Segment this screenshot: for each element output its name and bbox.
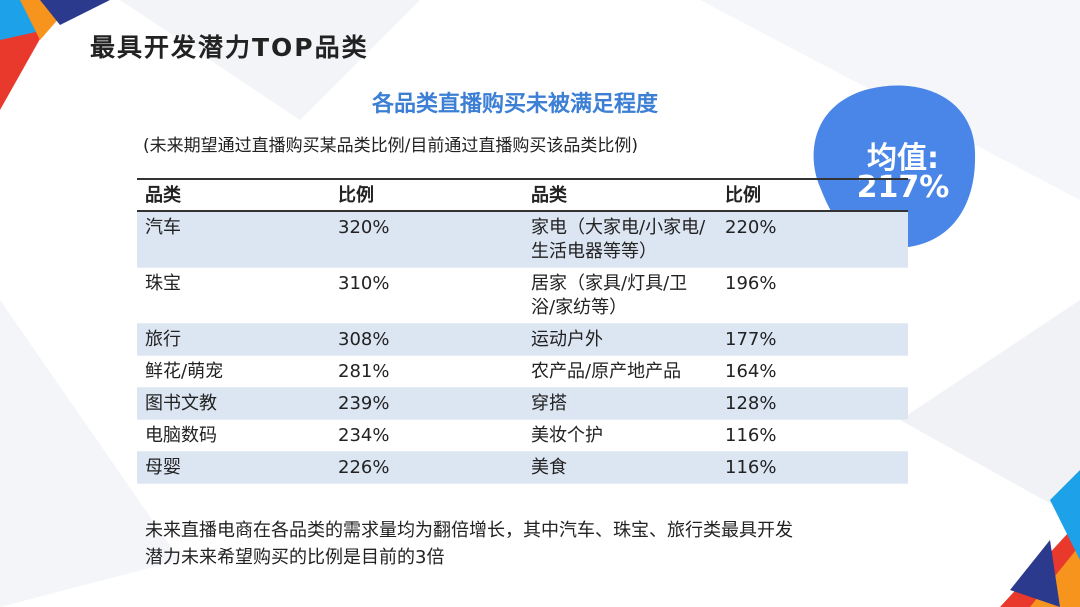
table-cell: 116% bbox=[725, 457, 777, 478]
table-row: 电脑数码 234% 美妆个护 116% bbox=[137, 420, 908, 452]
table-cell: 美食 bbox=[531, 457, 567, 478]
table-cell: 164% bbox=[725, 361, 777, 382]
table-cell: 家电（大家电/小家电/生活电器等等） bbox=[531, 217, 706, 262]
header-cell: 比例 bbox=[725, 185, 761, 206]
badge-shape bbox=[813, 85, 976, 249]
table-cell: 196% bbox=[725, 273, 777, 294]
table-cell: 226% bbox=[338, 457, 390, 478]
badge-label: 均值: bbox=[867, 141, 939, 176]
table-cell: 美妆个护 bbox=[531, 425, 603, 446]
badge-value: 217% bbox=[856, 170, 950, 205]
table-note: (未来期望通过直播购买某品类比例/目前通过直播购买该品类比例) bbox=[143, 136, 638, 156]
table-cell: 汽车 bbox=[145, 217, 181, 238]
table-cell: 320% bbox=[338, 217, 390, 238]
table-cell: 220% bbox=[725, 217, 777, 238]
table-row: 鲜花/萌宠 281% 农产品/原产地产品 164% bbox=[137, 356, 908, 388]
table-cell: 珠宝 bbox=[145, 273, 181, 294]
header-cell: 品类 bbox=[531, 185, 567, 206]
slide-title: 最具开发潜力TOP品类 bbox=[90, 33, 369, 62]
header-cell: 品类 bbox=[145, 185, 181, 206]
table-cell: 农产品/原产地产品 bbox=[531, 361, 682, 382]
table-cell: 居家（家具/灯具/卫浴/家纺等） bbox=[531, 273, 688, 318]
footer-line: 潜力未来希望购买的比例是目前的3倍 bbox=[145, 547, 445, 568]
table-cell: 116% bbox=[725, 425, 777, 446]
table-cell: 281% bbox=[338, 361, 390, 382]
table-cell: 128% bbox=[725, 393, 777, 414]
table-row: 旅行 308% 运动户外 177% bbox=[137, 324, 908, 356]
table-row: 汽车 320% 家电（大家电/小家电/生活电器等等） 220% bbox=[137, 212, 908, 268]
table-cell: 239% bbox=[338, 393, 390, 414]
footer-line: 未来直播电商在各品类的需求量均为翻倍增长，其中汽车、珠宝、旅行类最具开发 bbox=[145, 520, 793, 541]
table-cell: 电脑数码 bbox=[145, 425, 217, 446]
header-row: 品类 比例 品类 比例 bbox=[137, 178, 908, 212]
table-cell: 运动户外 bbox=[531, 329, 603, 350]
table-cell: 308% bbox=[338, 329, 390, 350]
table-cell: 234% bbox=[338, 425, 390, 446]
table-row: 图书文教 239% 穿搭 128% bbox=[137, 388, 908, 420]
table-cell: 旅行 bbox=[145, 329, 181, 350]
table-cell: 图书文教 bbox=[145, 393, 217, 414]
table-cell: 穿搭 bbox=[531, 393, 567, 414]
table-row: 母婴 226% 美食 116% bbox=[137, 452, 908, 484]
table-cell: 母婴 bbox=[145, 457, 181, 478]
table-title: 各品类直播购买未被满足程度 bbox=[371, 92, 658, 117]
footer-text: 未来直播电商在各品类的需求量均为翻倍增长，其中汽车、珠宝、旅行类最具开发 潜力未来… bbox=[145, 517, 793, 571]
table-cell: 鲜花/萌宠 bbox=[145, 361, 224, 382]
table-cell: 310% bbox=[338, 273, 390, 294]
header-cell: 比例 bbox=[338, 185, 374, 206]
table: 品类 比例 品类 比例汽车 320% 家电（大家电/小家电/生活电器等等） 220% 珠宝 31… bbox=[137, 178, 908, 484]
table-cell: 177% bbox=[725, 329, 777, 350]
table-row: 珠宝 310% 居家（家具/灯具/卫浴/家纺等） 196% bbox=[137, 268, 908, 324]
